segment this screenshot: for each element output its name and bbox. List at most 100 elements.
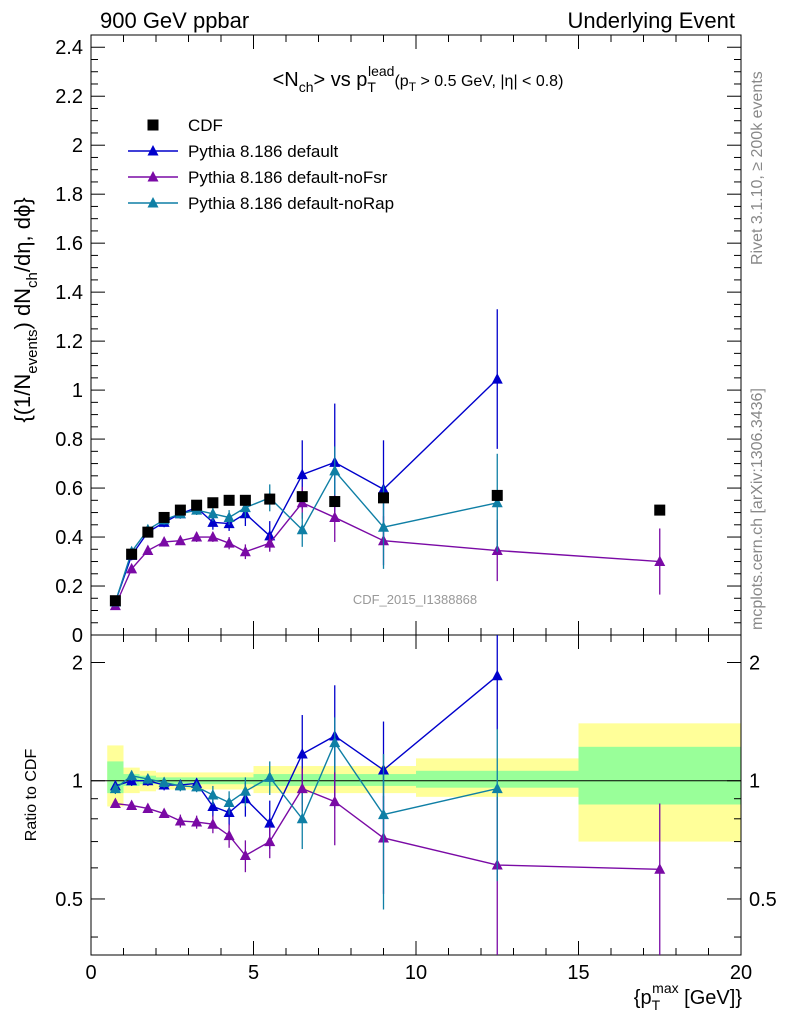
- ratio-series-3-point: [142, 773, 154, 784]
- main-series-3-point: [329, 464, 341, 476]
- main-series-1-point: [491, 373, 503, 384]
- ratio-panel: Ratio to CDF {pTmax [GeV]} 0.5 0.51 12 20 5 1…: [23, 634, 777, 1013]
- main-series-2-point: [191, 531, 203, 542]
- ratio-series-3-point: [491, 782, 503, 794]
- cdf-data-point: [491, 489, 503, 501]
- main-series-2-point: [654, 555, 666, 567]
- main-series-2-point: [142, 544, 154, 556]
- ratio-series-3-point: [126, 769, 138, 781]
- main-series-2-point: [126, 562, 138, 574]
- legend-entry: Pythia 8.186 default-noRap: [188, 194, 394, 213]
- ratio-y-tick-label-right: 0.5: [749, 889, 777, 911]
- main-series-2-line: [114, 501, 660, 606]
- main-series-3-point: [378, 521, 389, 532]
- ratio-series-2-point: [264, 835, 276, 847]
- main-series-1-point: [296, 468, 308, 480]
- ratio-series-2-point: [207, 818, 219, 829]
- cdf-data-point: [264, 493, 276, 505]
- main-series-2-point: [223, 537, 235, 548]
- x-tick-label: 10: [405, 962, 427, 984]
- legend-marker: [147, 197, 159, 208]
- ratio-series-1-point: [491, 669, 503, 681]
- cdf-data-point: [378, 492, 389, 504]
- main-series-2-point: [329, 511, 341, 522]
- main-series-3-line: [114, 469, 498, 603]
- main-series-2-point: [174, 534, 186, 546]
- main-series-2-point: [264, 537, 276, 548]
- main-series-2-point: [158, 535, 170, 547]
- ratio-series-2-point: [296, 782, 308, 794]
- legend: CDF Pythia 8.186 default Pythia 8.186 defa…: [128, 116, 394, 213]
- ratio-series-2-point: [329, 795, 341, 807]
- main-y-tick-label: 1.8: [55, 184, 83, 206]
- main-plot-title: <Nch> vs pTlead(pT > 0.5 GeV, |η| < 0.8): [273, 63, 564, 95]
- main-series-3-point: [296, 523, 308, 535]
- ratio-series-3-point: [158, 776, 170, 787]
- main-y-axis-label: {(1/Nevents) dNch/dη, dϕ}: [10, 197, 41, 422]
- main-panel: <Nch> vs pTlead(pT > 0.5 GeV, |η| < 0.8)…: [10, 34, 742, 647]
- legend-entry: Pythia 8.186 default: [188, 142, 339, 161]
- main-series-3-point: [207, 507, 219, 519]
- main-series-1-line: [114, 378, 498, 603]
- main-y-tick-label: 0.2: [55, 576, 83, 598]
- main-data-marks: [109, 309, 666, 611]
- x-tick-label: 5: [248, 962, 259, 984]
- ratio-series-1-point: [207, 800, 219, 811]
- ratio-y-tick-label-right: 1: [749, 771, 760, 793]
- main-series-1-point: [207, 516, 219, 527]
- cdf-data-point: [296, 491, 308, 503]
- ratio-series-3-point: [191, 780, 203, 792]
- cdf-data-point: [126, 548, 138, 560]
- ratio-series-2-point: [142, 802, 154, 813]
- main-series-2-point: [207, 531, 219, 542]
- ratio-y-tick-label: 0.5: [55, 889, 83, 911]
- main-y-tick-label: 2.4: [55, 37, 83, 59]
- x-tick-label: 0: [85, 962, 96, 984]
- cdf-data-point: [142, 526, 154, 538]
- main-series-3-point: [223, 511, 235, 522]
- ratio-series-2-line: [115, 787, 660, 870]
- ratio-series-1-point: [264, 817, 276, 828]
- legend-marker-cdf: [147, 119, 159, 131]
- main-series-3-point: [239, 501, 251, 513]
- main-y-tick-label: 1: [72, 380, 83, 402]
- ratio-series-2-point: [126, 799, 138, 810]
- ratio-series-3-point: [378, 808, 389, 820]
- header-right: Underlying Event: [567, 8, 735, 33]
- main-y-tick-label: 0.8: [55, 429, 83, 451]
- cdf-data-point: [223, 494, 235, 506]
- cdf-data-point: [239, 494, 251, 506]
- main-y-tick-label: 1.6: [55, 233, 83, 255]
- ratio-data-marks: [109, 635, 666, 955]
- ratio-series-2-point: [158, 807, 170, 819]
- legend-marker: [147, 171, 159, 182]
- main-series-3-point: [491, 496, 503, 508]
- ratio-y-tick-label-right: 2: [749, 653, 760, 675]
- main-y-tick-label: 2.2: [55, 86, 83, 108]
- main-y-tick-label: 0.6: [55, 478, 83, 500]
- cdf-data-point: [207, 497, 219, 509]
- ratio-series-3-point: [223, 796, 235, 808]
- cdf-data-point: [109, 595, 121, 607]
- ratio-series-3-point: [207, 788, 219, 800]
- ratio-uncertainty-bands: [107, 723, 741, 842]
- ratio-series-3-point: [264, 771, 276, 782]
- ratio-series-2-point: [239, 849, 251, 861]
- rivet-version-label: Rivet 3.1.10, ≥ 200k events: [749, 71, 766, 265]
- cdf-data-point: [191, 499, 203, 511]
- ratio-y-tick-label: 1: [72, 771, 83, 793]
- mcplots-label: mcplots.cern.ch [arXiv:1306.3436]: [749, 388, 766, 630]
- main-y-tick-label: 1.4: [55, 282, 83, 304]
- ratio-series-1-point: [296, 747, 308, 759]
- main-y-tick-label: 0: [72, 625, 83, 647]
- analysis-watermark: CDF_2015_I1388868: [353, 592, 477, 607]
- ratio-series-2-point: [223, 829, 235, 841]
- header-left: 900 GeV ppbar: [100, 8, 249, 33]
- x-tick-label: 20: [730, 962, 752, 984]
- ratio-series-3-point: [239, 785, 251, 796]
- main-y-tick-label: 1.2: [55, 331, 83, 353]
- ratio-y-tick-label: 2: [72, 653, 83, 675]
- ratio-band-inner: [578, 746, 741, 805]
- x-axis-label: {pTmax [GeV]}: [634, 980, 743, 1013]
